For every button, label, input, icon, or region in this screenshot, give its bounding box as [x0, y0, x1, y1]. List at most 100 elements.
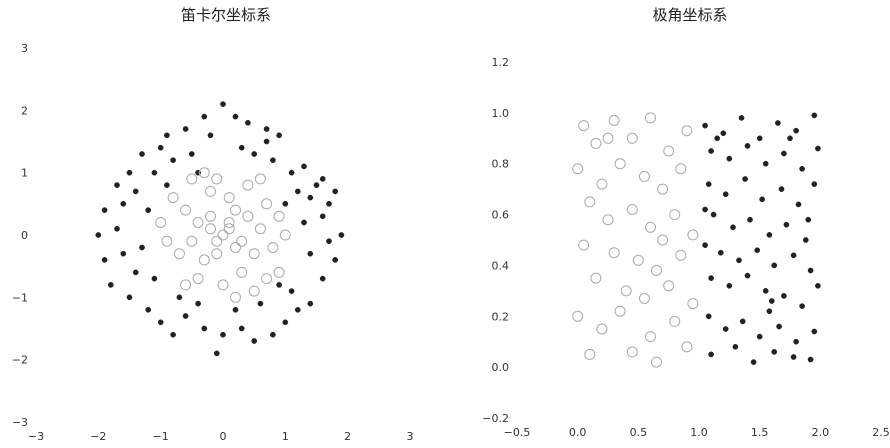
chart-title: 笛卡尔坐标系	[181, 6, 271, 24]
hollow-data-point	[223, 192, 235, 204]
filled-data-point	[288, 169, 295, 176]
filled-data-point	[313, 182, 320, 188]
filled-data-point	[213, 350, 220, 357]
y-tick-label: 1.2	[492, 56, 510, 69]
hollow-data-point	[651, 356, 662, 368]
hollow-data-point	[198, 254, 210, 266]
y-tick-label: −3	[12, 416, 28, 429]
filled-data-point	[807, 356, 814, 363]
filled-data-point	[126, 169, 133, 176]
filled-data-point	[783, 221, 790, 228]
filled-data-point	[732, 343, 739, 350]
filled-data-point	[101, 207, 108, 213]
hollow-data-point	[620, 285, 632, 297]
hollow-data-point	[248, 248, 260, 260]
hollow-data-point	[687, 229, 699, 241]
hollow-data-point	[261, 273, 273, 285]
x-tick-labels: −0.5 0.0 0.5 1.0 1.5 2.0 2.5	[504, 426, 890, 439]
filled-data-point	[157, 144, 164, 151]
filled-data-point	[759, 196, 765, 203]
filled-data-point	[710, 211, 717, 218]
filled-data-point	[815, 282, 821, 289]
hollow-data-point	[211, 248, 223, 260]
hollow-data-point	[657, 183, 669, 195]
filled-data-point	[114, 182, 120, 188]
filled-data-point	[170, 331, 176, 338]
filled-data-point	[307, 194, 314, 201]
hollow-data-point	[267, 242, 279, 253]
filled-data-point	[201, 113, 208, 120]
filled-data-point	[251, 338, 258, 344]
filled-data-point	[276, 282, 282, 288]
hollow-data-point	[180, 279, 192, 291]
hollow-data-point	[608, 115, 620, 126]
hollow-data-point	[186, 235, 198, 247]
hollow-data-point	[602, 214, 614, 226]
hollow-data-point	[584, 348, 596, 360]
filled-data-point	[151, 275, 158, 282]
filled-data-point	[702, 122, 708, 129]
hollow-data-point	[626, 132, 638, 144]
hollow-data-point	[608, 247, 620, 259]
hollow-data-point	[626, 204, 638, 215]
y-tick-label: −0.2	[482, 412, 509, 425]
hollow-data-point	[205, 185, 216, 197]
filled-data-point	[750, 359, 757, 365]
hollow-data-point	[230, 204, 241, 216]
hollow-data-point	[279, 229, 291, 241]
filled-data-point	[245, 119, 251, 126]
filled-data-point	[263, 138, 270, 145]
filled-data-point	[120, 250, 127, 257]
filled-data-point	[182, 126, 189, 132]
hollow-data-point	[681, 341, 693, 353]
filled-data-point	[307, 300, 314, 307]
hollow-data-point	[242, 179, 254, 191]
filled-data-point	[238, 144, 245, 151]
filled-data-point	[705, 181, 712, 187]
filled-data-point	[238, 325, 245, 332]
hollow-data-point	[675, 249, 687, 261]
hollow-data-point	[248, 285, 260, 297]
hollow-data-point	[687, 298, 699, 310]
filled-data-point	[232, 306, 239, 313]
hollow-data-point	[205, 223, 216, 235]
x-tick-label: 1.0	[690, 426, 708, 439]
x-tick-label: −2	[90, 430, 106, 443]
hollow-data-point	[254, 173, 266, 185]
filled-data-point	[781, 293, 787, 299]
hollow-data-point	[186, 173, 198, 185]
y-tick-label: −1	[12, 291, 28, 304]
y-tick-label: −2	[12, 354, 28, 367]
hollow-data-point	[155, 217, 167, 228]
filled-data-point	[805, 216, 812, 223]
filled-data-point	[738, 115, 745, 121]
filled-data-point	[747, 216, 753, 223]
hollow-data-point	[578, 120, 590, 132]
filled-data-point	[120, 200, 127, 207]
hollow-data-point	[205, 210, 216, 222]
filled-data-point	[756, 135, 763, 142]
filled-data-point	[282, 319, 289, 326]
hollow-data-point	[638, 170, 650, 182]
hollow-data-point	[180, 204, 192, 216]
hollow-data-point	[211, 173, 223, 185]
hollow-data-point	[638, 293, 650, 304]
hollow-data-point	[230, 291, 241, 303]
filled-data-point	[811, 328, 818, 335]
filled-data-point	[270, 331, 276, 338]
x-tick-label: 2.0	[812, 426, 830, 439]
filled-data-point	[702, 206, 708, 213]
filled-data-point	[766, 232, 773, 238]
filled-data-point	[776, 323, 782, 330]
filled-data-point	[720, 130, 727, 137]
filled-data-point	[802, 237, 809, 243]
hollow-data-point	[254, 223, 266, 235]
filled-data-point	[795, 201, 802, 208]
filled-data-point	[787, 135, 793, 142]
filled-data-point	[726, 155, 733, 162]
filled-data-point	[799, 165, 805, 172]
x-tick-label: 0.0	[569, 426, 587, 439]
filled-data-point	[736, 257, 742, 264]
hollow-data-point	[614, 305, 626, 317]
